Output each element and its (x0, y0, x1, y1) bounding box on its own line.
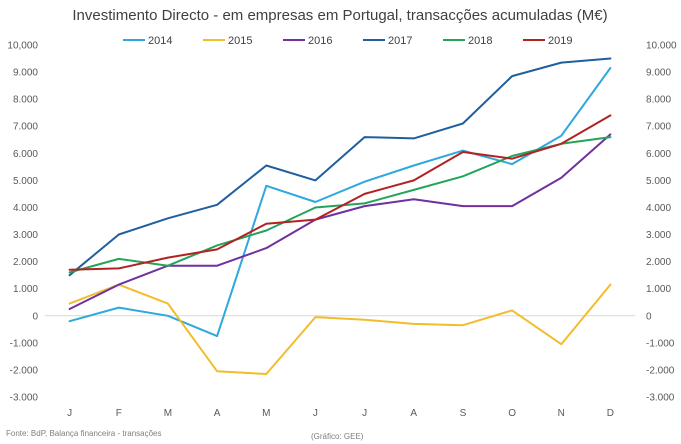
legend-label-2017: 2017 (388, 35, 412, 47)
right-y-tick-label: 9.000 (646, 68, 671, 79)
right-y-tick-label: 3.000 (646, 230, 671, 241)
right-y-tick-label: -1.000 (646, 338, 675, 349)
legend-label-2016: 2016 (308, 35, 332, 47)
series-line-2019 (68, 114, 612, 271)
x-tick-label: M (262, 408, 270, 419)
series-line-2017 (68, 57, 612, 277)
right-y-tick-label: 2.000 (646, 257, 671, 268)
left-y-tick-label: 2.000 (13, 257, 38, 268)
legend-label-2014: 2014 (148, 35, 172, 47)
x-tick-label: J (313, 408, 318, 419)
plot-series (68, 57, 612, 375)
x-tick-label: O (508, 408, 516, 419)
legend: 2014 2015 2016 2017 2018 2019 (123, 35, 572, 47)
right-y-tick-label: 5.000 (646, 176, 671, 187)
x-tick-label: A (214, 408, 221, 419)
series-line-2016 (68, 133, 612, 310)
left-y-tick-label: 4.000 (13, 203, 38, 214)
chart-credit: (Gráfico: GEE) (311, 432, 364, 441)
left-y-tick-label: 10,000 (7, 41, 38, 52)
series-line-2015 (68, 283, 612, 375)
left-y-tick-label: 7.000 (13, 122, 38, 133)
right-y-tick-label: 7.000 (646, 122, 671, 133)
left-y-tick-label: 1.000 (13, 284, 38, 295)
right-y-tick-label: 4.000 (646, 203, 671, 214)
right-y-axis: -3.000 -2.000 -1.000 0 1.000 2.000 3.000 4.000 5… (646, 41, 677, 404)
left-y-tick-label: 6.000 (13, 149, 38, 160)
left-y-tick-label: 8.000 (13, 95, 38, 106)
right-y-tick-label: 0 (646, 311, 652, 322)
right-y-tick-label: 10.000 (646, 41, 677, 52)
right-y-tick-label: -2.000 (646, 365, 675, 376)
x-tick-label: M (164, 408, 172, 419)
source-note: Fonte: BdP, Balança financeira - transaç… (6, 429, 162, 438)
left-y-tick-label: -2.000 (10, 365, 39, 376)
series-line-2018 (68, 136, 612, 274)
left-y-tick-label: 0 (32, 311, 38, 322)
left-y-tick-label: 5.000 (13, 176, 38, 187)
right-y-tick-label: 6.000 (646, 149, 671, 160)
right-y-tick-label: 8.000 (646, 95, 671, 106)
right-y-tick-label: 1.000 (646, 284, 671, 295)
right-y-tick-label: -3.000 (646, 393, 675, 404)
x-tick-label: A (410, 408, 417, 419)
x-tick-label: J (67, 408, 72, 419)
legend-label-2019: 2019 (548, 35, 572, 47)
x-tick-label: F (116, 408, 122, 419)
legend-label-2015: 2015 (228, 35, 252, 47)
x-tick-label: S (460, 408, 467, 419)
x-tick-label: N (558, 408, 565, 419)
legend-label-2018: 2018 (468, 35, 492, 47)
left-y-tick-label: 9.000 (13, 68, 38, 79)
left-y-tick-label: -3.000 (10, 393, 39, 404)
chart-title: Investimento Directo - em empresas em Po… (72, 7, 607, 24)
left-y-tick-label: 3.000 (13, 230, 38, 241)
left-y-axis: -3.000 -2.000 -1.000 0 1.000 2.000 3.000 4.000 5… (7, 41, 38, 404)
x-tick-label: J (362, 408, 367, 419)
x-tick-label: D (607, 408, 614, 419)
left-y-tick-label: -1.000 (10, 338, 39, 349)
series-line-2014 (68, 67, 612, 338)
